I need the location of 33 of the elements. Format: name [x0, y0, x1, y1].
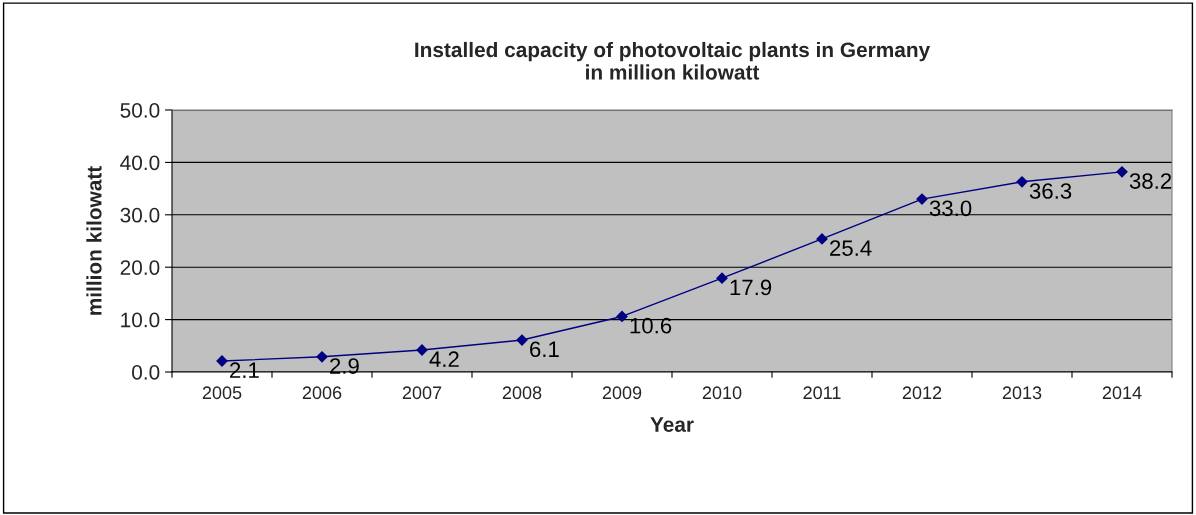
text: 25.4	[830, 240, 872, 256]
text: 17.9	[730, 279, 772, 296]
text: 36.3	[1029, 183, 1072, 199]
text: 38.2	[1129, 173, 1172, 189]
y-axis-title: million kilowatt	[86, 166, 102, 315]
x-tick-label: 2008	[502, 386, 542, 400]
point	[816, 233, 828, 245]
x-tick-label: 2013	[1002, 386, 1042, 400]
x-tick-label: 2006	[302, 386, 342, 400]
y-tick-label: 30.0	[120, 207, 160, 223]
text: 2.9	[330, 358, 359, 374]
y-tick-label: 10.0	[121, 312, 160, 328]
y-tick-label: 20.0	[120, 260, 160, 275]
text: 6.1	[530, 341, 559, 358]
x-tick-label: 2012	[902, 386, 942, 400]
y-tick-label: 40.0	[120, 155, 160, 171]
chart-title: Installed capacity of photovoltaic plants in Germany in million kilowatt	[415, 41, 931, 80]
y-tick-label: 50.0	[120, 103, 160, 118]
point	[1016, 176, 1028, 188]
y-tick-label: 0.0	[132, 365, 160, 380]
x-tick-label: 2007	[402, 386, 442, 400]
x-tick-label: 2010	[702, 386, 742, 400]
point	[316, 351, 328, 363]
x-tick-label: 2009	[602, 386, 642, 400]
x-tick-label: 2011	[803, 386, 841, 400]
text: 33.0	[929, 200, 972, 217]
x-tick-label: 2005	[202, 386, 242, 400]
text: 4.2	[429, 351, 459, 367]
x-axis-title: Year	[650, 417, 694, 432]
point	[716, 272, 728, 284]
x-tick-label: 2014	[1102, 386, 1142, 400]
point	[616, 310, 628, 323]
point	[1116, 166, 1128, 178]
